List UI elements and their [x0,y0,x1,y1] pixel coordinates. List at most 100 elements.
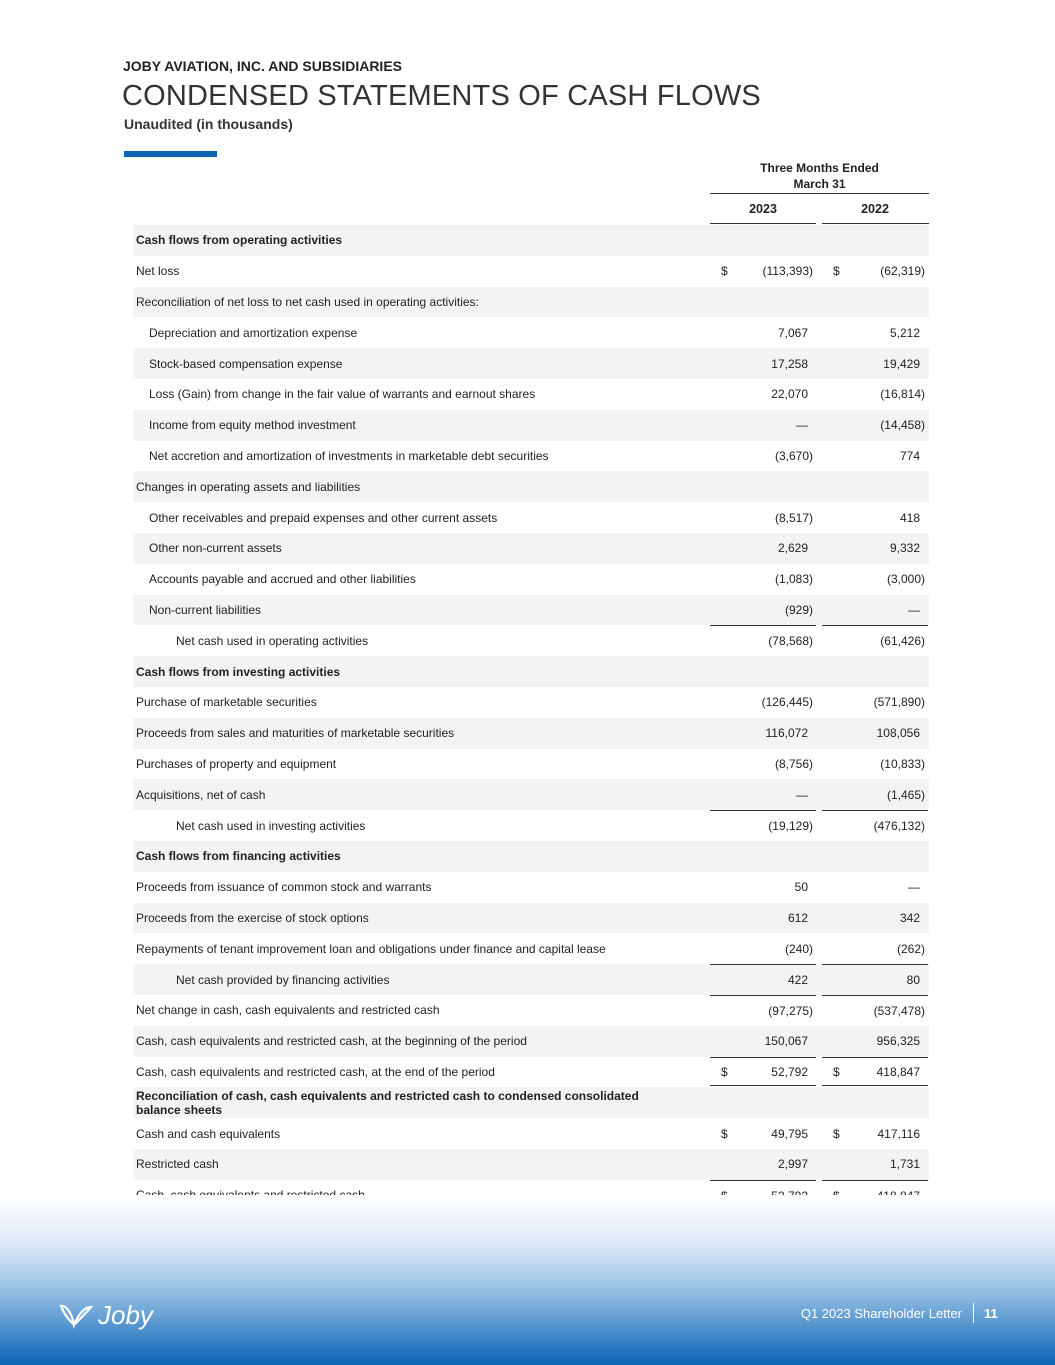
year-header-2023: 2023 [749,202,777,216]
value: 22,070 [771,387,808,402]
table-row: Other non-current assets 2,629 9,332 [133,532,929,564]
value: 774 [899,448,920,463]
value: 52,792 [771,1065,808,1080]
value-cell-2023 [710,471,816,502]
value-cell-2022: $418,847 [822,1056,928,1092]
table-row: Repayments of tenant improvement loan an… [133,933,929,964]
year-header-2022: 2022 [861,202,889,216]
value-cell-2022: (571,890) [822,687,928,718]
table-row: Income from equity method investment — (14… [133,409,929,441]
value: 1,731 [889,1157,920,1172]
value-cell-2022 [822,1087,928,1118]
period-line1: Three Months Ended [760,161,879,175]
value-cell-2023: 50 [710,872,816,903]
value-cell-2022: (1,465) [822,779,928,810]
divider [710,193,929,194]
currency-symbol: $ [833,264,840,279]
row-label: Accounts payable and accrued and other l… [149,572,416,587]
value: 7,067 [777,325,808,340]
value-cell-2022: 956,325 [822,1026,928,1057]
value-cell-2023: (19,129) [710,810,816,841]
table-row: Non-current liabilities (929) — [133,594,929,626]
value: 422 [787,973,808,988]
value: 418 [899,510,920,525]
value: 80 [906,973,920,988]
value-cell-2022: — [822,595,928,626]
row-label: Income from equity method investment [149,418,356,433]
table-row: Net loss $ (113,393) $ (62,319) [133,256,929,287]
page-title: CONDENSED STATEMENTS OF CASH FLOWS [122,80,761,112]
value-cell-2022: 774 [822,441,928,472]
row-label: Repayments of tenant improvement loan an… [136,941,606,956]
table-row: Stock-based compensation expense 17,258 19… [133,348,929,379]
value: 19,429 [883,356,920,371]
value-cell-2023: (8,756) [710,749,816,780]
joby-wing-icon [59,1304,94,1329]
value: 2,629 [777,541,808,556]
value: 49,795 [771,1126,808,1141]
value: (78,568) [768,634,813,649]
value-cell-2022: (537,478) [822,994,928,1026]
row-label: Cash, cash equivalents and restricted ca… [136,1034,527,1049]
row-label: Other receivables and prepaid expenses a… [149,510,498,525]
table-row: Accounts payable and accrued and other l… [133,564,929,595]
value-cell-2022 [822,841,928,872]
value-cell-2022: $ (62,319) [822,256,928,287]
table-row: Purchase of marketable securities (126,44… [133,687,929,718]
row-label: Cash, cash equivalents and restricted ca… [136,1064,495,1079]
currency-symbol: $ [721,1126,728,1141]
value: (929) [784,602,813,617]
table-row: Acquisitions, net of cash — (1,465) [133,779,929,811]
value-cell-2022: (262) [822,933,928,964]
table-row: Restricted cash 2,997 1,731 [133,1148,929,1180]
page-number: 11 [984,1306,998,1321]
value: 116,072 [765,726,809,741]
value-cell-2023: 422 [710,964,816,995]
row-label: Cash flows from operating activities [136,233,343,248]
row-label: Reconciliation of cash, cash equivalents… [136,1088,639,1117]
currency-symbol: $ [721,264,728,279]
table-row: Reconciliation of cash, cash equivalents… [133,1087,929,1119]
period-line2: March 31 [793,177,846,191]
value: (3,670) [774,448,813,463]
row-label: Cash flows from financing activities [136,849,341,864]
table-row: Proceeds from the exercise of stock opti… [133,902,929,934]
row-label: Net change in cash, cash equivalents and… [136,1003,440,1018]
row-label: Cash flows from investing activities [136,664,341,679]
joby-logo: Joby [58,1300,153,1331]
table-row: Proceeds from issuance of common stock a… [133,872,929,903]
currency-symbol: $ [721,1065,728,1080]
value-cell-2023: 612 [710,903,816,934]
value-cell-2023 [710,225,816,256]
row-label: Proceeds from sales and maturities of ma… [136,726,455,741]
value: 50 [794,880,808,895]
value-cell-2022: 5,212 [822,317,928,348]
table-row: Net cash provided by financing activitie… [133,964,929,995]
value: (3,000) [886,572,925,587]
table-row: Net cash used in operating activities (78… [133,625,929,656]
value: 2,997 [777,1157,808,1172]
value: 418,847 [876,1065,920,1080]
row-label: Purchase of marketable securities [136,695,317,710]
value-cell-2023: 2,997 [710,1149,816,1180]
value: — [796,787,808,802]
row-label: Purchases of property and equipment [136,756,337,771]
value-cell-2022: (3,000) [822,564,928,595]
value-cell-2023: $ (113,393) [710,256,816,287]
value-cell-2022: (61,426) [822,625,928,656]
value-cell-2022: (476,132) [822,810,928,841]
footer-separator [973,1303,974,1323]
value: (61,426) [880,634,925,649]
value-cell-2022: 342 [822,903,928,934]
table-row: Other receivables and prepaid expenses a… [133,502,929,533]
table-row: Changes in operating assets and liabilit… [133,471,929,503]
currency-symbol: $ [833,1126,840,1141]
row-label: Reconciliation of net loss to net cash u… [136,294,479,309]
table-row: Net cash used in investing activities (19… [133,810,929,841]
value-cell-2022: — [822,872,928,903]
value: (10,833) [880,756,925,771]
value-cell-2023: (97,275) [710,994,816,1026]
footer-band [0,1195,1055,1365]
value: 17,258 [771,356,808,371]
currency-symbol: $ [833,1065,840,1080]
